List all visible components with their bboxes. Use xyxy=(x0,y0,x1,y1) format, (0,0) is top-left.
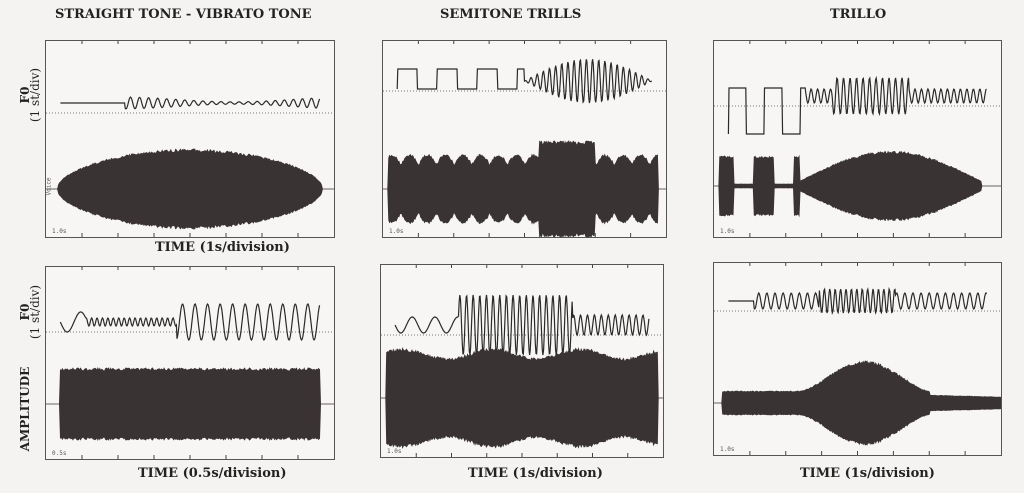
title-straight-vibrato: STRAIGHT TONE - VIBRATO TONE xyxy=(55,7,312,22)
f0-trace xyxy=(60,304,319,340)
waveform-svg xyxy=(383,41,666,237)
amplitude-envelope xyxy=(714,361,1001,445)
panel-trillo-bottom: 1.0s xyxy=(713,262,1002,456)
time-label-bottom-1: TIME (0.5s/division) xyxy=(138,466,286,481)
f0-trace xyxy=(60,97,319,109)
panel-straight-vibrato-top: 1.0s Voice xyxy=(45,40,335,238)
f0-trace xyxy=(728,78,986,134)
panel-straight-vibrato-bottom: 0.5s xyxy=(45,266,335,460)
amplitude-envelope xyxy=(381,348,663,447)
panel-semitone-trills-top: 1.0s xyxy=(382,40,667,238)
f0-trace xyxy=(397,59,652,103)
time-label-bottom-3: TIME (1s/division) xyxy=(800,466,935,481)
panel-trillo-top: 1.0s xyxy=(713,40,1002,238)
waveform-svg xyxy=(714,41,1001,237)
amplitude-envelope xyxy=(46,149,334,229)
title-semitone-trills: SEMITONE TRILLS xyxy=(440,7,581,22)
panel-semitone-trills-bottom: 1.0s xyxy=(380,264,664,458)
f0-unit-label-bottom: (1 st/div) xyxy=(28,272,42,352)
amplitude-envelope xyxy=(46,368,334,440)
time-label-top-1: TIME (1s/division) xyxy=(155,240,290,255)
waveform-svg xyxy=(46,267,334,459)
waveform-svg xyxy=(381,265,663,457)
amplitude-envelope xyxy=(383,141,666,237)
f0-trace xyxy=(728,289,986,313)
waveform-svg xyxy=(714,263,1001,455)
waveform-svg xyxy=(46,41,334,237)
f0-trace xyxy=(395,295,649,355)
time-label-bottom-2: TIME (1s/division) xyxy=(468,466,603,481)
f0-unit-label-top: (1 st/div) xyxy=(28,55,42,135)
title-trillo: TRILLO xyxy=(830,7,886,22)
amplitude-label: AMPLITUDE xyxy=(18,359,32,459)
amplitude-envelope xyxy=(714,152,1001,221)
